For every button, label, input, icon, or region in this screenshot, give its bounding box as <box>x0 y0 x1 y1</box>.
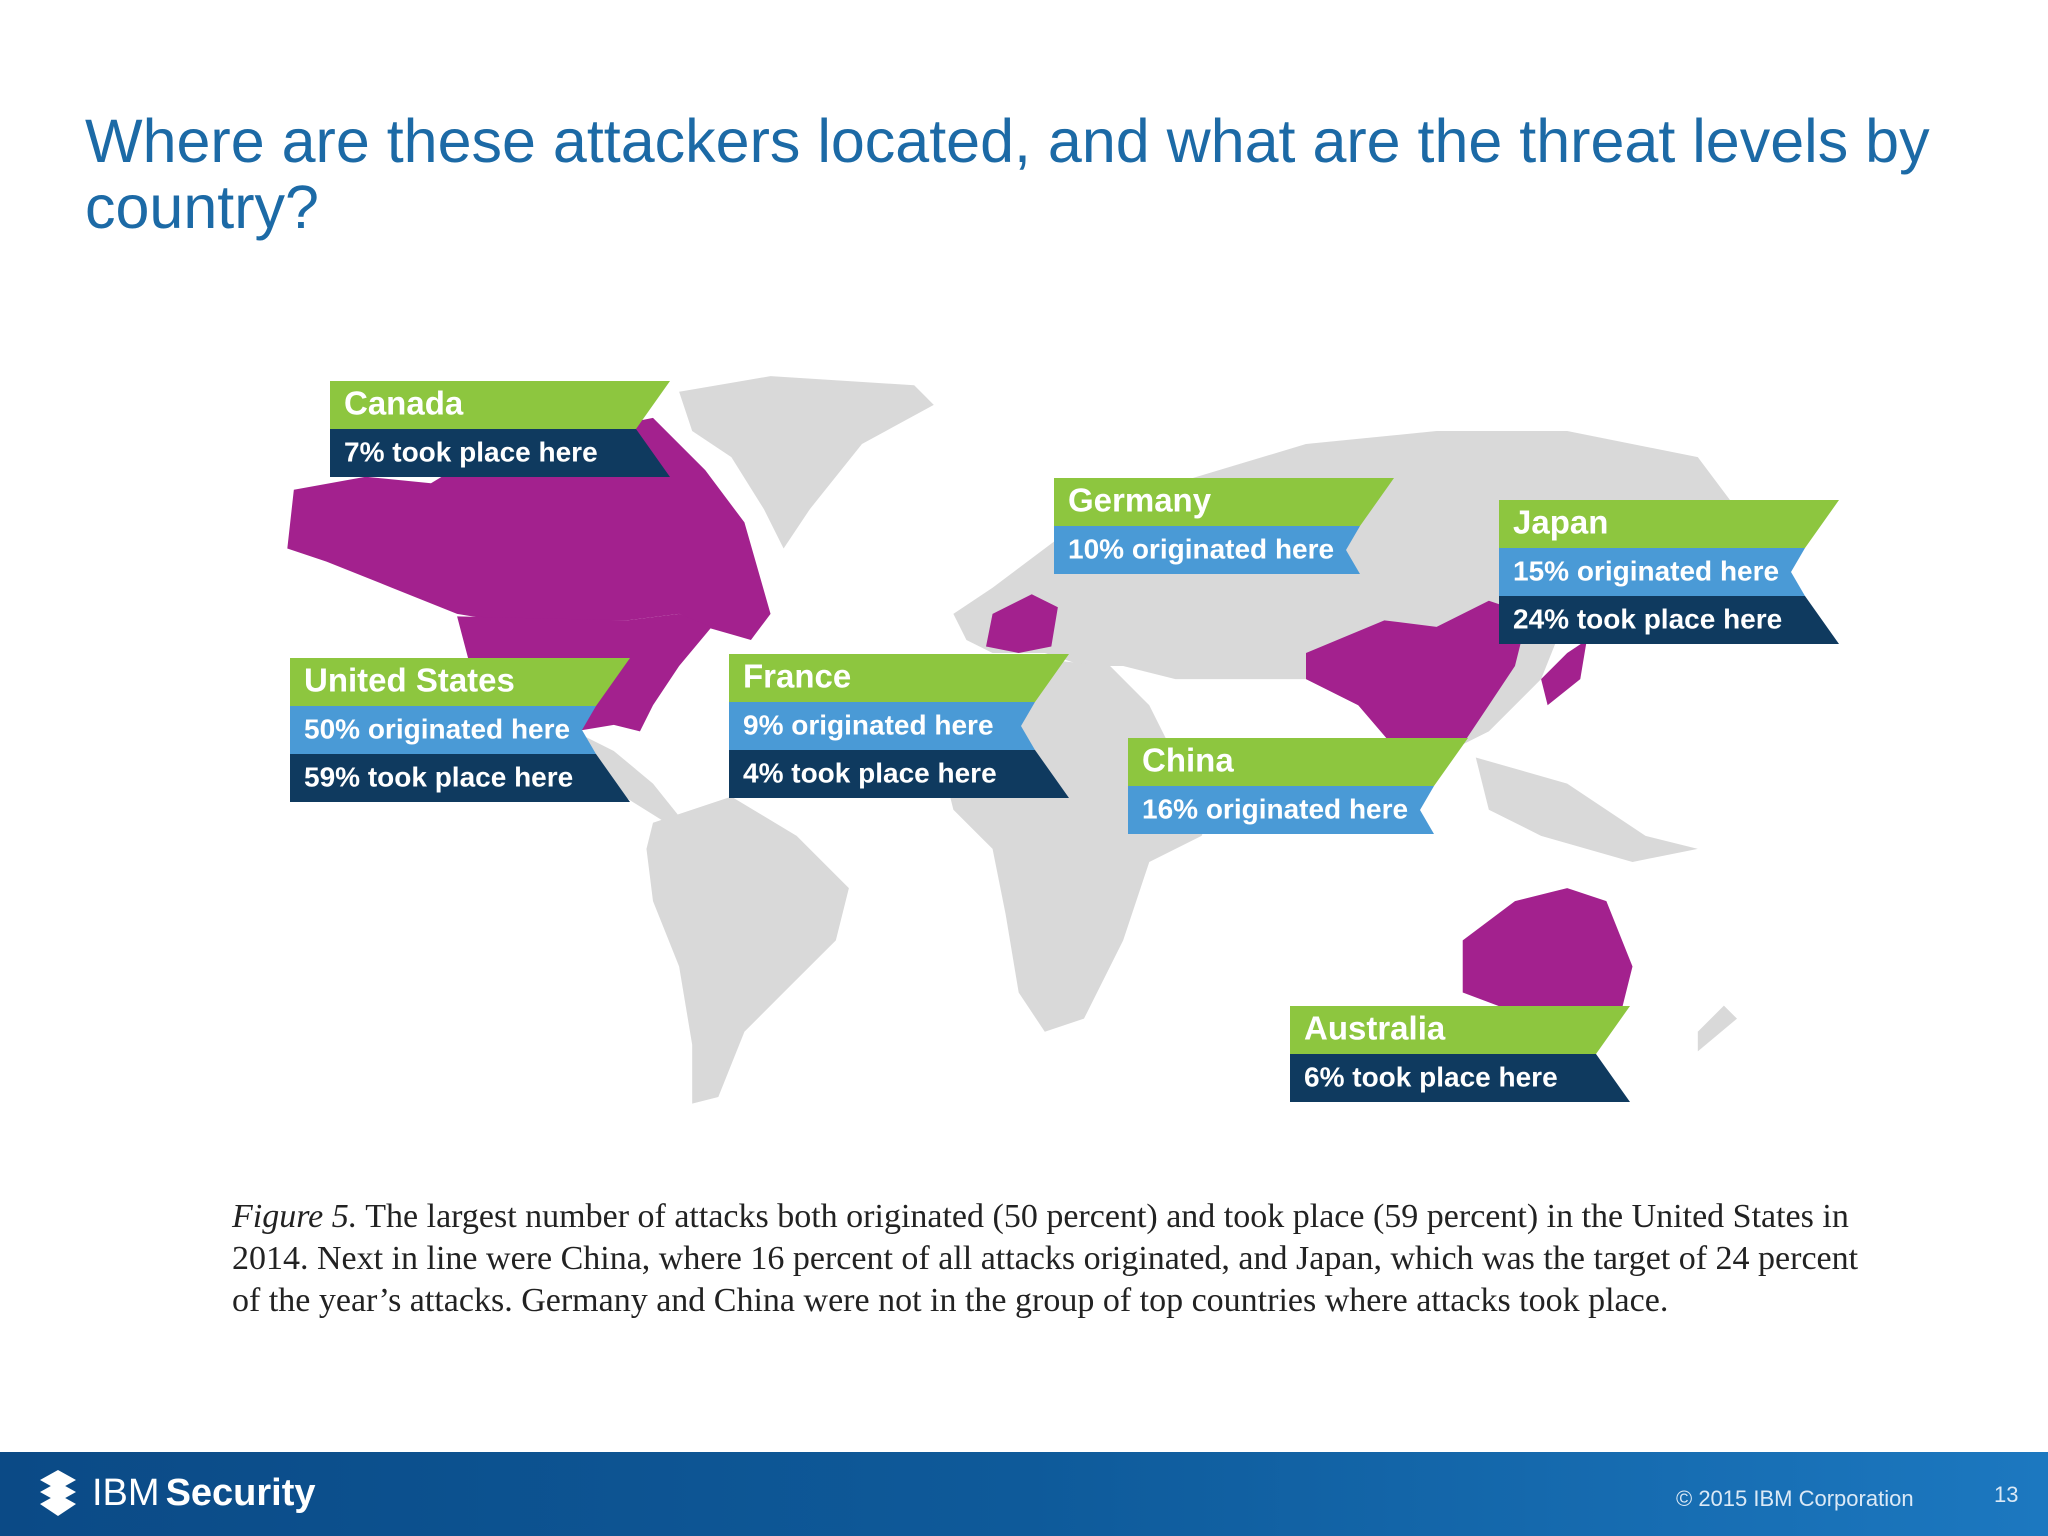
germany-france <box>986 594 1058 653</box>
page-number: 13 <box>1994 1482 2019 1507</box>
slide-title: Where are these attackers located, and w… <box>85 107 1930 241</box>
took-place-share-band <box>729 750 1069 798</box>
country-name: Germany <box>1068 482 1212 519</box>
took-place-share: 24% took place here <box>1513 603 1782 634</box>
country-name: Australia <box>1304 1010 1446 1047</box>
brand-security: Security <box>165 1472 316 1514</box>
caption-text: The largest number of attacks both origi… <box>232 1198 1859 1319</box>
took-place-share-band <box>290 754 630 802</box>
originated-share-band <box>1128 786 1434 834</box>
originated-share: 15% originated here <box>1513 555 1779 586</box>
country-name: United States <box>304 662 515 699</box>
new-zealand <box>1697 1005 1737 1052</box>
originated-share: 16% originated here <box>1142 793 1408 824</box>
copyright: © 2015 IBM Corporation <box>1676 1486 1914 1511</box>
country-name-band <box>1128 738 1468 786</box>
south-america <box>646 796 849 1104</box>
originated-share-band <box>1499 548 1805 596</box>
originated-share: 10% originated here <box>1068 533 1334 564</box>
greenland <box>679 376 934 549</box>
country-name-band <box>290 658 630 706</box>
country-name: China <box>1142 742 1234 779</box>
brand: IBM Security <box>92 1472 316 1515</box>
country-name: Japan <box>1513 504 1608 541</box>
took-place-share-band <box>1290 1054 1630 1102</box>
originated-share: 50% originated here <box>304 713 570 744</box>
took-place-share-band <box>330 429 670 477</box>
country-name: Canada <box>344 385 464 422</box>
footer-bar: IBM Security © 2015 IBM Corporation 13 <box>0 1452 2048 1536</box>
took-place-share: 59% took place here <box>304 761 573 792</box>
country-name: France <box>743 658 851 695</box>
took-place-share: 4% took place here <box>743 757 997 788</box>
country-name-band <box>1290 1006 1630 1054</box>
originated-share-band <box>729 702 1035 750</box>
figure-label: Figure 5. <box>232 1198 358 1235</box>
world-map: Canada 7% took place here Germany 10% origi… <box>287 376 1839 1104</box>
country-name-band <box>330 381 670 429</box>
brand-ibm: IBM <box>92 1472 160 1514</box>
took-place-share: 7% took place here <box>344 436 598 467</box>
originated-share-band <box>290 706 596 754</box>
china <box>1306 600 1529 751</box>
originated-share: 9% originated here <box>743 709 994 740</box>
australia <box>1462 888 1633 1032</box>
southeast-asia <box>1475 757 1698 862</box>
ibm-logo-icon <box>40 1470 76 1516</box>
originated-share-band <box>1054 526 1360 574</box>
japan <box>1541 639 1587 706</box>
figure-caption: Figure 5. The largest number of attacks b… <box>232 1196 1872 1322</box>
country-name-band <box>1054 478 1394 526</box>
country-name-band <box>1499 500 1839 548</box>
took-place-share: 6% took place here <box>1304 1061 1558 1092</box>
country-labels: Canada 7% took place here Germany 10% origi… <box>290 381 1839 1102</box>
country-name-band <box>729 654 1069 702</box>
took-place-share-band <box>1499 596 1839 644</box>
